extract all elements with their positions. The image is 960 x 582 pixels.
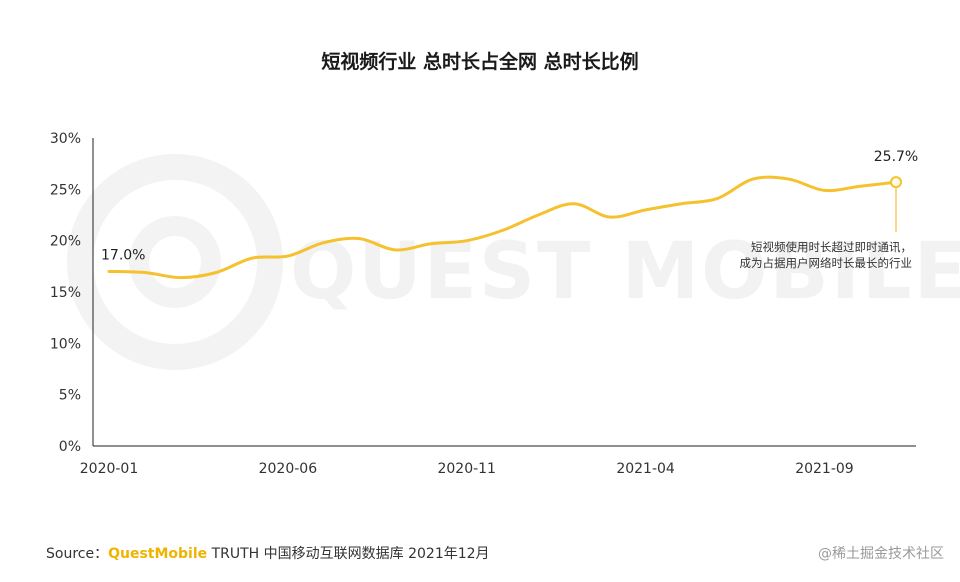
watermark-logo-core (129, 216, 221, 308)
y-tick-label: 15% (50, 285, 81, 301)
x-tick-labels: 2020-01 2020-06 2020-11 2021-04 2021-09 (80, 461, 854, 477)
credit-watermark: @稀土掘金技术社区 (818, 546, 944, 562)
source-rest: TRUTH 中国移动互联网数据库 2021年12月 (207, 546, 490, 562)
x-tick-label: 2020-11 (437, 461, 496, 477)
series-line (107, 175, 898, 280)
y-tick-label: 10% (50, 336, 81, 352)
series-layer (107, 175, 898, 280)
end-point-marker (890, 176, 902, 189)
watermark-logo-ring (67, 154, 283, 370)
x-tick-label: 2020-01 (80, 461, 139, 477)
source-brand: QuestMobile (108, 546, 208, 562)
y-tick-labels: 0% 5% 10% 15% 20% 25% 30% (50, 131, 81, 455)
y-tick-label: 25% (50, 182, 81, 198)
y-tick-label: 5% (59, 388, 81, 404)
x-tick-label: 2021-09 (795, 461, 854, 477)
chart-title: 短视频行业 总时长占全网 总时长比例 (321, 50, 638, 73)
source-footer: Source：QuestMobile TRUTH 中国移动互联网数据库 2021… (46, 543, 490, 563)
y-tick-label: 30% (50, 131, 81, 147)
data-label-first: 17.0% (101, 247, 145, 263)
x-tick-label: 2021-04 (616, 461, 675, 477)
annotation-line: 成为占据用户网络时长最长的行业 (740, 256, 913, 270)
x-tick-label: 2020-06 (259, 461, 318, 477)
annotation-line: 短视频使用时长超过即时通讯， (751, 240, 912, 254)
watermark: QUEST MOBILE (67, 154, 960, 370)
source-prefix: Source： (46, 546, 109, 562)
y-tick-label: 0% (59, 439, 81, 455)
watermark-text: QUEST MOBILE (290, 227, 960, 317)
axes (92, 138, 916, 447)
labels-layer: 17.0% 25.7% 短视频使用时长超过即时通讯， 成为占据用户网络时长最长的行业 (101, 149, 918, 270)
data-label-last: 25.7% (874, 149, 918, 165)
y-tick-label: 20% (50, 234, 81, 250)
